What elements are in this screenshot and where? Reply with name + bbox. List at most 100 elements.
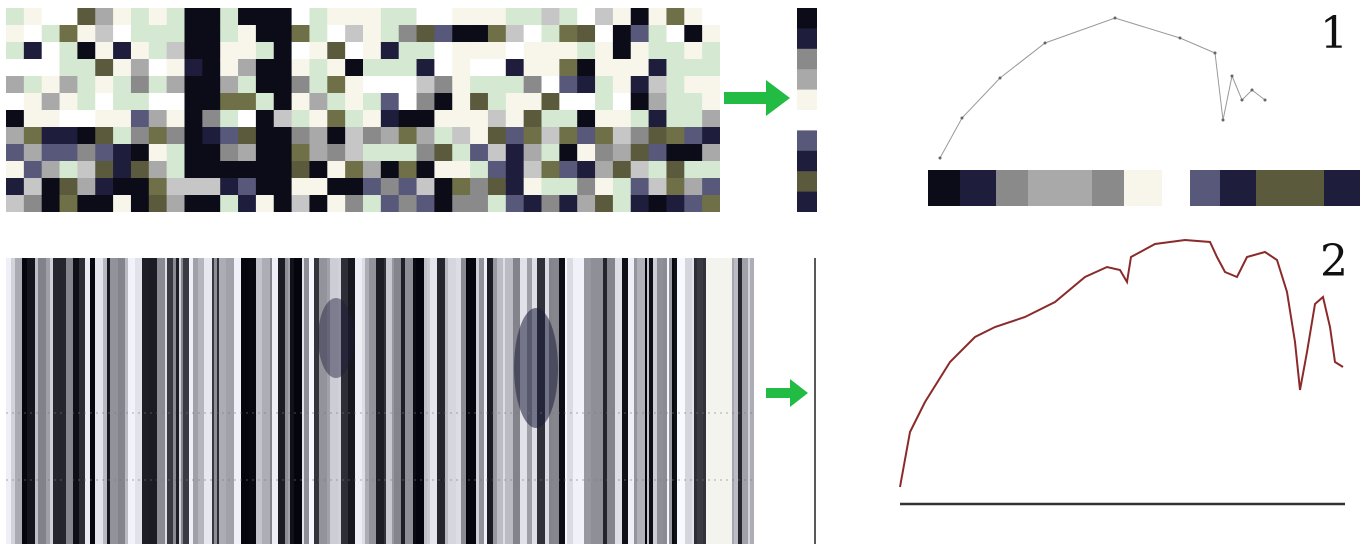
grid-cell [345, 161, 364, 179]
grid-cell [630, 144, 650, 162]
grid-cell [309, 76, 328, 94]
grid-cell [345, 178, 364, 196]
grid-cell [702, 161, 720, 179]
grid-cell [470, 8, 489, 26]
spectrogram-column [503, 258, 505, 544]
grid-cell [166, 144, 185, 162]
grid-cell [380, 110, 400, 128]
spectrogram-column [479, 258, 484, 544]
curve-point [1250, 88, 1254, 92]
spectrogram-column [272, 258, 278, 544]
grid-cell [470, 144, 489, 162]
grid-cell [363, 195, 382, 212]
grid-cell [184, 127, 203, 145]
grid-cell [273, 195, 293, 212]
grid-cell [470, 42, 489, 60]
curve-line [899, 238, 1344, 488]
grid-cell [77, 25, 96, 43]
grid-cell [416, 25, 435, 43]
grid-cell [166, 93, 185, 111]
grid-cell [363, 59, 382, 77]
grid-cell [398, 8, 418, 26]
spectrogram-column [674, 258, 677, 544]
spectrogram-grid-2 [6, 258, 754, 544]
grid-cell [202, 8, 221, 26]
grid-cell [130, 42, 150, 60]
grid-cell [363, 178, 382, 196]
spectrogram-column [505, 258, 513, 544]
grid-cell [130, 25, 150, 43]
spectrogram-column [672, 258, 674, 544]
spectrogram-column [369, 258, 376, 544]
grid-cell [470, 127, 489, 145]
grid-cell [59, 127, 78, 145]
grid-cell [523, 144, 542, 162]
grid-cell [702, 93, 720, 111]
grid-cell [345, 8, 364, 26]
grid-cell [487, 195, 507, 212]
grid-cell [130, 127, 150, 145]
grid-cell [398, 178, 418, 196]
grid-cell [452, 110, 471, 128]
grid-cell [255, 93, 275, 111]
spectrogram-column [157, 258, 165, 544]
spectrogram-column [181, 258, 183, 544]
spectrogram-column [193, 258, 198, 544]
grid-cell [523, 161, 542, 179]
curve-line [939, 17, 1266, 159]
grid-cell [380, 8, 400, 26]
spectrogram-column [628, 258, 634, 544]
curve-plot-2 [899, 238, 1345, 506]
grid-cell [95, 110, 114, 128]
grid-cell [291, 93, 310, 111]
grid-cell [434, 8, 453, 26]
grid-cell [327, 195, 346, 212]
grid-cell [505, 161, 525, 179]
grid-cell [541, 110, 560, 128]
grid-cell [559, 59, 578, 77]
spectrogram-column [706, 258, 732, 544]
grid-cell [309, 93, 328, 111]
grid-cell [273, 25, 293, 43]
grid-cell [684, 42, 703, 60]
spectrogram-column [128, 258, 135, 544]
grid-cell [398, 161, 418, 179]
grid-cell [416, 8, 435, 26]
spectrogram-column [262, 258, 270, 544]
grid-cell [666, 161, 685, 179]
grid-cell [398, 144, 418, 162]
grid-cell [541, 161, 560, 179]
grid-cell [166, 8, 185, 26]
grid-cell [452, 195, 471, 212]
grid-cell [41, 8, 61, 26]
grid-cell [363, 161, 382, 179]
grid-cell [380, 195, 400, 212]
spectrogram-column [167, 258, 173, 544]
grid-cell [41, 110, 61, 128]
spectrogram-column [288, 258, 290, 544]
grid-cell [309, 144, 328, 162]
grid-cell [41, 144, 61, 162]
grid-cell [630, 59, 650, 77]
grid-cell [255, 76, 275, 94]
grid-cell [202, 93, 221, 111]
grid-cell [238, 144, 257, 162]
grid-cell [666, 195, 685, 212]
grid-cell [577, 8, 596, 26]
grid-cell [595, 42, 614, 60]
grid-cell [684, 25, 703, 43]
grid-cell [470, 110, 489, 128]
grid-cell [166, 127, 185, 145]
strip-cell [797, 8, 817, 29]
grid-cell [77, 76, 96, 94]
color-bar-cell [1162, 170, 1190, 206]
color-bar-cell [1220, 170, 1256, 206]
grid-cell [327, 76, 346, 94]
grid-cell [559, 161, 578, 179]
grid-cell [345, 110, 364, 128]
spectrogram-column [392, 258, 394, 544]
grid-cell [309, 110, 328, 128]
grid-cell [684, 144, 703, 162]
grid-cell [238, 42, 257, 60]
grid-cell [595, 93, 614, 111]
